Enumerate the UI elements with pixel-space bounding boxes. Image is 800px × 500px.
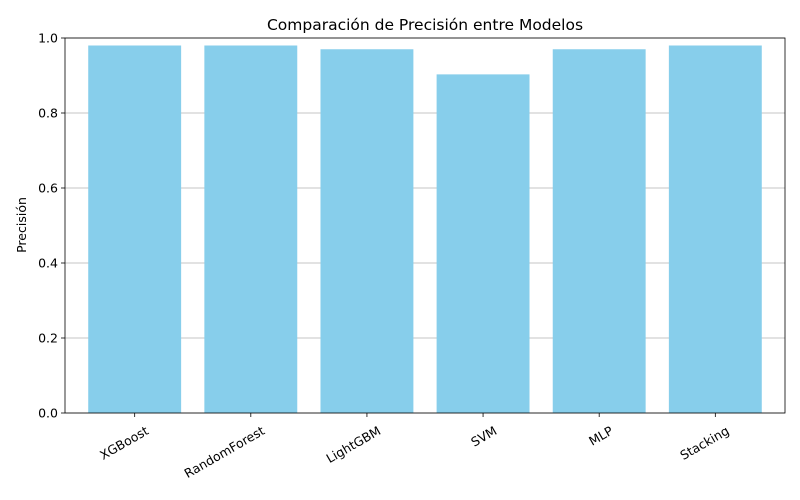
chart-title: Comparación de Precisión entre Modelos [267,16,583,34]
bar-xgboost [88,45,182,413]
bars [88,45,762,413]
x-ticks: XGBoost RandomForest LightGBM SVM MLP Stackin… [97,413,732,481]
y-tick-label: 1.0 [38,31,58,46]
x-tick-label: MLP [586,423,616,449]
y-tick-label: 0.6 [38,181,58,196]
x-tick-label: RandomForest [182,423,268,481]
x-tick-label: SVM [468,423,499,450]
bar-stacking [668,45,762,413]
bar-randomforest [204,45,298,413]
y-tick-label: 0.0 [38,406,58,421]
bar-lightgbm [320,49,414,413]
y-tick-label: 0.2 [38,331,58,346]
axes [64,37,786,414]
plot-frame [64,37,786,414]
x-tick-label: Stacking [677,423,731,463]
x-tick-label: LightGBM [324,423,384,466]
bar-svm [436,74,530,413]
x-tick-label: XGBoost [97,423,151,463]
y-axis-label: Precisión [14,197,29,253]
bar-mlp [552,49,646,413]
y-ticks: 0.0 0.2 0.4 0.6 0.8 1.0 [38,31,65,421]
y-tick-label: 0.8 [38,106,58,121]
y-tick-label: 0.4 [38,256,58,271]
